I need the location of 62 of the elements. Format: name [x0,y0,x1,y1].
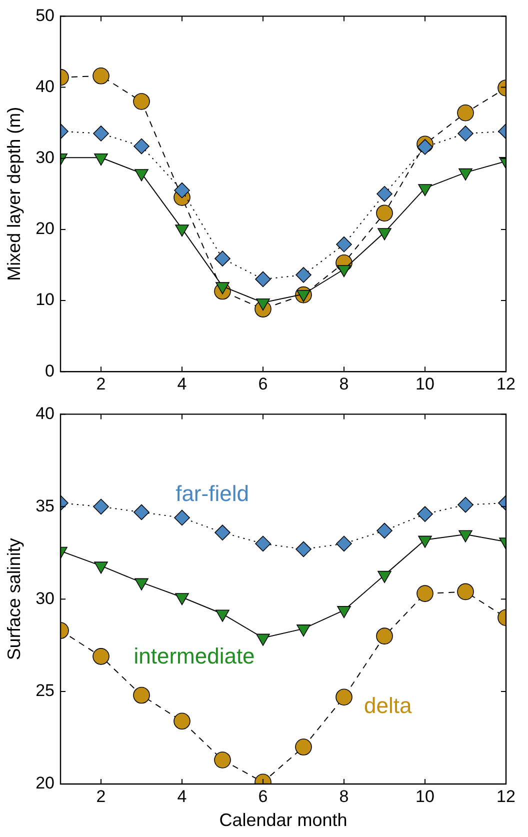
x-tick-label: 12 [496,786,516,806]
point [416,585,434,602]
x-tick-label: 10 [416,374,434,394]
point [133,93,150,110]
y-tick-label: 10 [36,290,55,310]
point [417,506,433,522]
x-tick-label: 12 [496,374,516,394]
x-tick-label: 2 [96,786,106,806]
point [174,182,190,198]
point [93,126,109,142]
point [295,738,312,756]
point [376,522,392,539]
x-axis-title: Calendar month [219,810,348,830]
point [255,271,271,288]
y-tick-label: 30 [36,148,55,168]
x-tick-label: 8 [339,374,349,394]
x-tick-label: 4 [177,374,187,394]
point [174,510,190,526]
point [93,498,109,515]
x-tick-label: 10 [416,786,434,806]
y-tick-label: 25 [36,681,55,700]
y-tick-label: 35 [36,496,55,516]
point [417,139,433,155]
point [134,504,150,520]
point [214,250,230,266]
point [134,138,150,154]
point [296,267,312,283]
y-tick-label: 20 [36,219,55,238]
point [457,583,474,600]
y-tick-label: 30 [36,588,55,608]
y-axis-title: Surface salinity [4,538,24,660]
point [376,186,392,202]
series-label: delta [364,693,412,718]
point [214,752,231,768]
point [174,712,190,730]
y-tick-label: 40 [36,76,55,96]
point [336,688,352,706]
point [214,524,230,540]
point [458,496,474,513]
series-label: intermediate [134,644,255,669]
x-tick-label: 6 [258,374,268,394]
point [133,686,150,704]
x-tick-label: 4 [177,786,187,806]
y-tick-label: 0 [45,361,55,380]
point [336,536,352,552]
series-label: far-field [176,481,249,506]
y-tick-label: 20 [36,774,55,793]
y-axis-title: Mixed layer depth (m) [4,106,24,281]
point [296,541,312,558]
point [92,648,110,665]
y-tick-label: 40 [36,404,55,423]
point [336,236,352,252]
point [376,204,393,222]
y-tick-label: 50 [36,6,55,25]
point [457,104,474,122]
x-tick-label: 2 [96,374,106,394]
point [376,628,393,644]
point [255,536,271,552]
x-tick-label: 8 [339,786,349,806]
point [92,68,110,84]
point [458,126,474,142]
x-tick-label: 6 [258,786,268,806]
